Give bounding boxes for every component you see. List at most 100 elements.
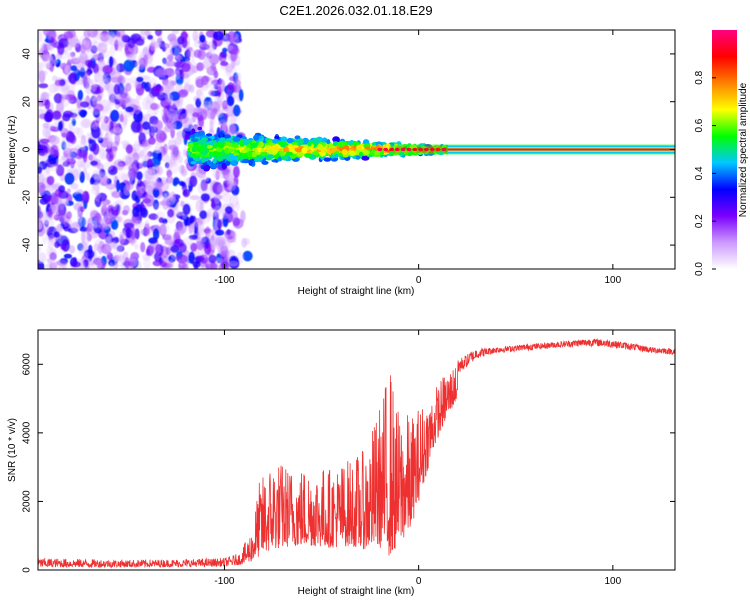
spectrogram-cell (109, 262, 114, 269)
spectrogram-cell (64, 141, 71, 154)
spectrogram-cell (199, 175, 209, 183)
spectrogram-cell (190, 161, 196, 165)
spectrogram-cell (152, 228, 160, 240)
spectrogram-cell (226, 95, 235, 107)
colorbar-tick-label: 0.8 (694, 70, 705, 84)
spectrogram-cell (192, 260, 201, 268)
spectrogram-cell (54, 182, 60, 189)
spectrogram-cell (174, 228, 179, 236)
spectrogram-cell (231, 155, 238, 162)
spectrogram-cell (38, 83, 49, 89)
spectrogram-cell (284, 146, 291, 153)
spectrogram-cell (253, 134, 260, 141)
spectrogram-cell (182, 188, 191, 198)
spectrogram-cell (53, 93, 63, 104)
spectrogram-cell (266, 154, 274, 158)
spectrogram-cell (50, 144, 59, 158)
spectrogram-cell (123, 205, 130, 214)
spectrogram-cell (227, 249, 236, 257)
spectrogram-cell (271, 149, 278, 154)
spectrogram-cell (220, 51, 228, 58)
x-tick-label: 100 (605, 576, 622, 587)
y-tick-label: 2000 (22, 490, 33, 513)
spectrogram-cell (326, 139, 331, 145)
spectrogram-cell (364, 146, 371, 150)
spectrogram-cell (155, 243, 161, 256)
spectrogram-cell (99, 223, 109, 231)
spectrogram-cell (63, 31, 74, 40)
spectrogram-cell (230, 160, 239, 166)
spectrogram-cell (220, 101, 229, 107)
spectrogram-cell (95, 181, 101, 192)
spectrogram-cell (186, 47, 191, 60)
spectrogram-cell (79, 101, 90, 108)
spectrogram-cell (140, 228, 151, 237)
spectrogram-cell (260, 151, 267, 157)
spectrogram-cell (216, 184, 225, 193)
spectrogram-cell (242, 250, 253, 262)
spectrogram-cell (45, 128, 51, 142)
spectrogram-cell (214, 196, 220, 204)
spectrogram-cell (80, 118, 91, 129)
spectrogram-cell (117, 41, 123, 52)
spectrogram-cell (96, 163, 104, 171)
spectrogram-cell (285, 151, 293, 156)
spectrogram-cell (203, 241, 212, 255)
spectrogram-cell (166, 108, 177, 119)
spectrogram-cell (257, 147, 262, 152)
spectrogram-cell (94, 52, 104, 59)
spectrogram-cell (90, 210, 100, 220)
spectrogram-cell (337, 141, 345, 148)
spectrogram-cell (56, 259, 68, 266)
spectrogram-cell (274, 135, 280, 140)
spectrogram-cell (102, 175, 108, 184)
colorbar-tick-label: 0.6 (694, 118, 705, 132)
spectrogram-cell (212, 30, 224, 41)
spectrogram-cell (286, 137, 294, 144)
spectrogram-cell (164, 233, 175, 245)
spectrogram-cell (383, 147, 389, 152)
spectrogram-cell (237, 155, 243, 160)
spectrogram-cell (191, 138, 199, 143)
spectrogram-cell (261, 160, 269, 165)
spectrogram-cell (232, 136, 241, 142)
spectrogram-cell (441, 147, 447, 152)
spectrogram-cell (192, 30, 199, 42)
spectrogram-cell (113, 262, 118, 269)
spectrogram-cell (39, 197, 48, 205)
spectrogram-cell (91, 83, 97, 92)
colorbar-ticks: 0.0 0.2 0.4 0.6 0.8 (694, 70, 716, 276)
spectrogram-cell (38, 264, 41, 269)
spectrogram-cell (125, 144, 133, 154)
spectrogram-cell (189, 215, 194, 224)
spectrogram-cell (60, 242, 67, 251)
spectrogram-cell (159, 222, 170, 235)
spectrogram-cell (221, 235, 229, 241)
spectrogram-cell (230, 48, 238, 62)
spectrogram-cell (134, 228, 140, 240)
spectrogram-cell (394, 147, 400, 152)
spectrogram-cell (277, 141, 286, 146)
spectrogram-cell (208, 140, 215, 146)
spectrogram-cell (291, 142, 299, 146)
spectrogram-line (377, 144, 675, 155)
spectrogram-cell (43, 122, 50, 129)
spectrogram-cell (38, 182, 47, 196)
spectrogram-cell (150, 123, 156, 136)
spectrogram-cell (167, 208, 175, 218)
spectrogram-cell (233, 104, 241, 117)
spectrogram-cell (133, 105, 142, 115)
spectrogram-cell (197, 226, 204, 234)
spectrogram-cell (175, 108, 180, 118)
snr-series-line (38, 338, 675, 569)
y-tick-label: 0 (22, 146, 33, 152)
spectrogram-cell (119, 113, 124, 123)
spectrogram-cell (188, 251, 195, 264)
spectrogram-cell (219, 131, 224, 138)
spectrogram-cell (56, 158, 62, 164)
spectrogram-cell (199, 34, 206, 43)
spectrogram-cell (200, 109, 207, 115)
spectrogram-cell (210, 135, 215, 140)
spectrogram-cell (59, 202, 65, 211)
